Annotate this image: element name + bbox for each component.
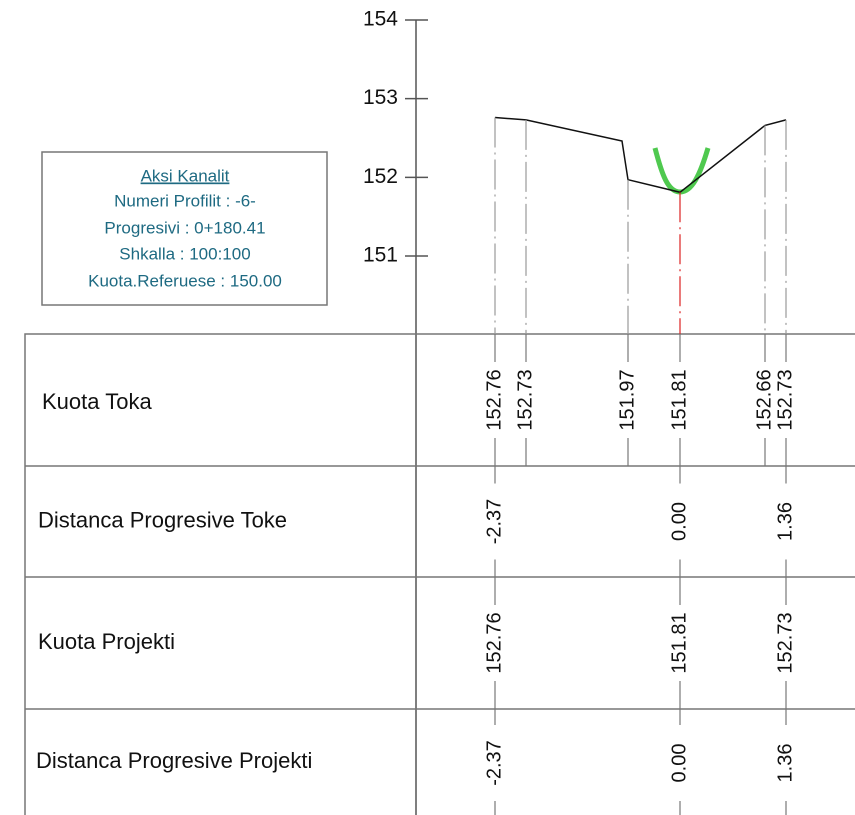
- cell-value: 0.00: [668, 502, 690, 541]
- cell-value: 1.36: [774, 744, 796, 783]
- info-box: [41, 151, 328, 306]
- cell-value: 152.66: [753, 369, 775, 430]
- cell-value: 1.36: [774, 502, 796, 541]
- info-line: Kuota.Referuese : 150.00: [88, 271, 282, 290]
- cell-value: 151.97: [616, 369, 638, 430]
- cell-value: 152.73: [514, 369, 536, 430]
- axis-tick-label: 152: [363, 165, 398, 188]
- info-title: Aksi Kanalit: [141, 166, 230, 185]
- axis-tick-label: 153: [363, 86, 398, 109]
- info-line: Numeri Profilit : -6-: [114, 191, 256, 210]
- cell-value: 151.81: [668, 612, 690, 673]
- axis-tick-label: 154: [363, 8, 398, 31]
- row-label: Kuota Projekti: [38, 629, 175, 654]
- axis-tick-label: 151: [363, 244, 398, 267]
- cell-value: -2.37: [483, 740, 505, 786]
- row-label: Distanca Progresive Toke: [38, 507, 287, 532]
- cell-value: 152.73: [774, 612, 796, 673]
- info-line: Progresivi : 0+180.41: [104, 218, 265, 237]
- cell-value: 152.73: [774, 369, 796, 430]
- cell-value: 0.00: [668, 744, 690, 783]
- cell-value: -2.37: [483, 499, 505, 545]
- info-line: Shkalla : 100:100: [119, 244, 250, 263]
- row-label: Distanca Progresive Projekti: [36, 748, 312, 773]
- table-border: [24, 333, 855, 815]
- cell-value: 152.76: [483, 612, 505, 673]
- cell-value: 152.76: [483, 369, 505, 430]
- cell-value: 151.81: [668, 369, 690, 430]
- row-label: Kuota Toka: [42, 389, 152, 414]
